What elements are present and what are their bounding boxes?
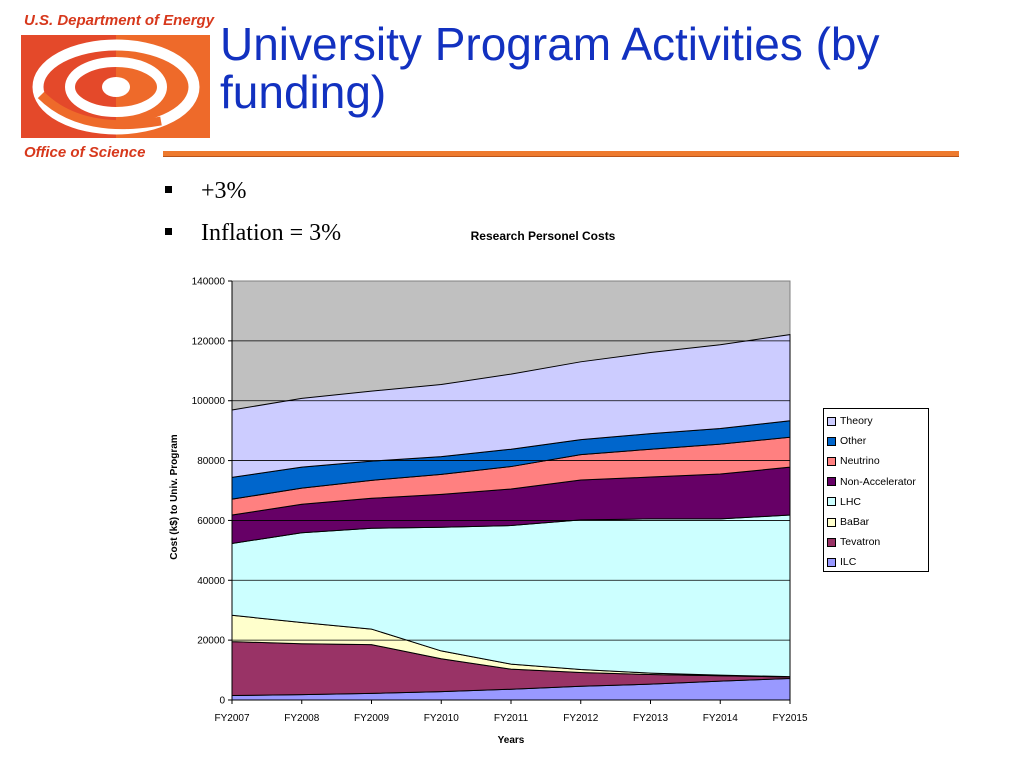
x-tick-label: FY2012: [563, 713, 598, 724]
header-divider: [163, 151, 959, 157]
y-tick-label: 0: [219, 696, 225, 707]
legend-swatch: [827, 557, 836, 567]
doe-logo-icon: [21, 35, 210, 138]
legend-swatch: [827, 497, 836, 507]
area-series-neutrino: [231, 436, 791, 516]
y-axis-label: Cost (k$) to Univ. Program: [169, 434, 180, 559]
legend-label: Tevatron: [840, 536, 881, 549]
x-tick-label: FY2014: [703, 713, 738, 724]
legend-item-tevatron: Tevatron: [827, 534, 880, 550]
y-tick-label: 40000: [197, 576, 225, 587]
area-series-tevatron: [231, 641, 791, 697]
chart-legend: Theory Other Neutrino Non-Accelerator LHC BaB…: [823, 408, 929, 572]
legend-item-theory: Theory: [827, 413, 873, 429]
bullet-marker-icon: [165, 186, 172, 193]
y-tick-label: 120000: [192, 336, 226, 347]
plot-area: [231, 280, 791, 701]
legend-label: Other: [840, 435, 867, 448]
legend-item-babar: BaBar: [827, 514, 869, 530]
legend-label: Neutrino: [840, 455, 880, 468]
legend-label: LHC: [840, 495, 862, 508]
y-tick-label: 140000: [192, 277, 226, 288]
area-series-other: [231, 420, 791, 500]
legend-label: BaBar: [840, 516, 870, 528]
legend-swatch: [827, 416, 836, 426]
x-tick-label: FY2008: [284, 713, 319, 724]
bullet-text: Inflation = 3%: [201, 220, 342, 246]
x-tick-label: FY2015: [772, 713, 807, 724]
legend-label: ILC: [840, 556, 857, 569]
legend-swatch: [827, 517, 836, 527]
legend-item-ilc: ILC: [827, 554, 856, 570]
area-series-lhc: [231, 514, 791, 678]
chart-title: Research Personel Costs: [471, 229, 616, 243]
legend-item-neutrino: Neutrino: [827, 453, 880, 469]
legend-swatch: [827, 436, 836, 446]
slide-title: University Program Activities (by fundin…: [220, 18, 880, 118]
x-tick-label: FY2007: [214, 713, 249, 724]
legend-item-non-accelerator: Non-Accelerator: [827, 474, 916, 490]
legend-label: Theory: [840, 415, 873, 427]
y-tick-label: 80000: [197, 456, 225, 467]
x-axis-label: Years: [498, 735, 525, 746]
bullet-text: +3%: [201, 178, 247, 204]
legend-item-lhc: LHC: [827, 494, 861, 510]
area-series-non-accelerator: [231, 466, 791, 545]
agency-name: U.S. Department of Energy: [24, 12, 215, 29]
area-series-babar: [231, 614, 791, 678]
y-tick-label: 100000: [192, 396, 226, 407]
x-tick-label: FY2011: [494, 713, 529, 724]
area-series-ilc: [231, 677, 791, 701]
area-series-theory: [231, 333, 791, 478]
legend-swatch: [827, 456, 836, 466]
office-name: Office of Science: [24, 144, 146, 161]
y-tick-label: 60000: [197, 516, 225, 527]
legend-item-other: Other: [827, 433, 866, 449]
legend-label: Non-Accelerator: [840, 475, 916, 488]
x-tick-label: FY2010: [424, 713, 459, 724]
x-tick-label: FY2013: [633, 713, 668, 724]
legend-swatch: [827, 537, 836, 547]
x-tick-label: FY2009: [354, 713, 389, 724]
legend-swatch: [827, 477, 836, 487]
bullet-marker-icon: [165, 228, 172, 235]
y-tick-label: 20000: [197, 636, 225, 647]
